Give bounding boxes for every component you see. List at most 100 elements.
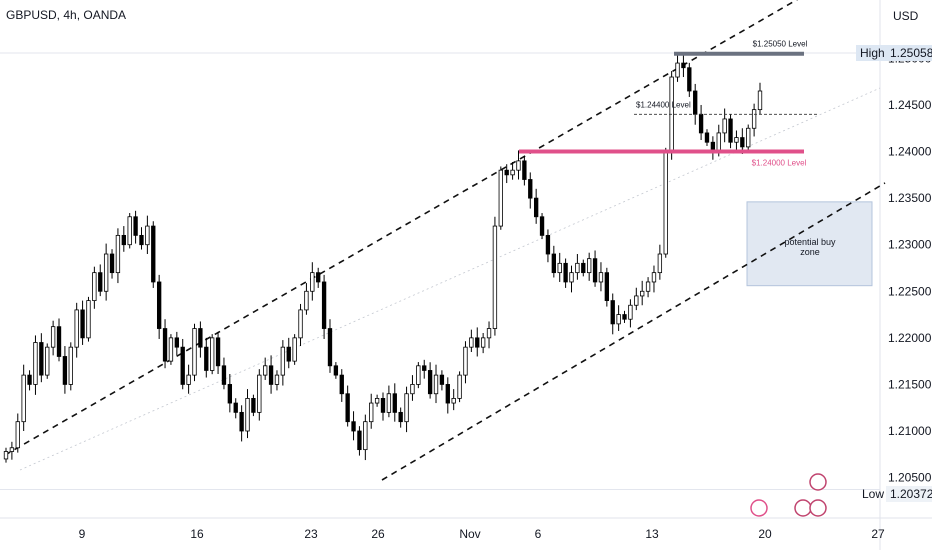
candle-body [145,225,150,246]
candle-body [610,300,615,325]
candle-body [545,234,551,255]
candle-body [74,309,79,348]
candle-body [9,447,15,452]
candle-body [274,374,280,385]
candle-body [263,365,268,376]
candle-body [427,370,433,395]
candle-body [716,132,721,152]
candle-body [45,346,50,376]
candle-body [215,337,221,367]
candle-body [463,346,468,376]
candle-body [533,197,539,218]
candle-body [151,225,156,283]
candle-body [56,326,62,357]
candle-body [333,365,339,376]
candle-body [651,272,657,283]
candle-body [510,169,515,176]
x-tick-label: 20 [758,527,772,541]
candle-body [221,365,227,385]
candle-body [657,253,663,274]
candle-body [268,365,274,385]
candle-body [475,337,480,348]
candle-body [316,272,321,283]
candle-body [239,411,244,432]
candle-body [563,262,568,283]
candle-body [592,258,598,283]
candle-body [227,384,233,404]
candle-body [127,216,132,246]
candle-body [598,272,604,283]
candle-body [634,295,639,306]
candle-body [722,118,727,134]
candle-body [392,393,397,413]
candle-body [410,384,415,395]
candle-body [757,90,763,111]
candle-body [133,216,138,236]
candle-body [457,374,462,399]
y-tick-label: 1.22500 [888,284,932,298]
candle-body [257,374,262,413]
x-tick-label: 27 [871,527,885,541]
candle-body [451,398,456,404]
currency-label[interactable]: USD [893,9,919,23]
candle-body [245,398,250,432]
candle-body [168,337,174,362]
candle-body [469,337,474,348]
candle-body [704,132,710,143]
candle-body [404,393,409,423]
candle-body [162,328,168,362]
y-tick-label: 1.21500 [888,377,932,391]
x-tick-label: 13 [645,527,659,541]
candle-body [351,421,356,432]
candle-body [439,374,445,385]
candle-body [156,281,162,329]
x-tick-label: Nov [459,527,480,541]
candle-body [174,337,179,348]
candle-body [751,109,757,129]
channel-upper-line [4,0,799,456]
candle-body [445,384,450,404]
candle-body [734,137,739,143]
candle-body [569,272,574,283]
candle-body [486,328,492,339]
candle-body [575,262,580,274]
candle-body [115,234,121,274]
candle-body [675,62,680,78]
candle-body [68,346,73,385]
candle-body [581,262,586,274]
candle-body [628,304,633,320]
candle-body [3,451,9,460]
candle-body [604,272,610,301]
candle-body [698,113,704,134]
candle-body [204,346,209,371]
candle-body [62,356,68,385]
candle-body [422,365,427,371]
buy-zone-label: potential buy [784,237,836,247]
candle-body [740,137,745,148]
candle-body [645,281,651,292]
candle-body [198,328,203,348]
candle-body [80,309,85,339]
candle-body [357,430,362,451]
candle-body [121,234,126,246]
candle-body [233,402,238,413]
y-tick-label: 1.23000 [888,238,932,252]
candle-body [192,328,197,376]
y-tick-label: 1.23500 [888,191,932,205]
candle-body [251,398,256,413]
uk-flag-event-icon [794,499,812,517]
support-label: $1.24000 Level [752,159,807,168]
candle-body [39,342,44,376]
candle-body [363,421,368,451]
candle-body [103,253,109,292]
high-marker-label: High [856,45,889,61]
x-tick-label: 16 [190,527,204,541]
candle-body [516,160,521,171]
candle-body [109,253,115,274]
candle-body [498,169,503,227]
candle-body [139,234,144,246]
candle-body [33,342,38,385]
candle-body [86,300,91,339]
